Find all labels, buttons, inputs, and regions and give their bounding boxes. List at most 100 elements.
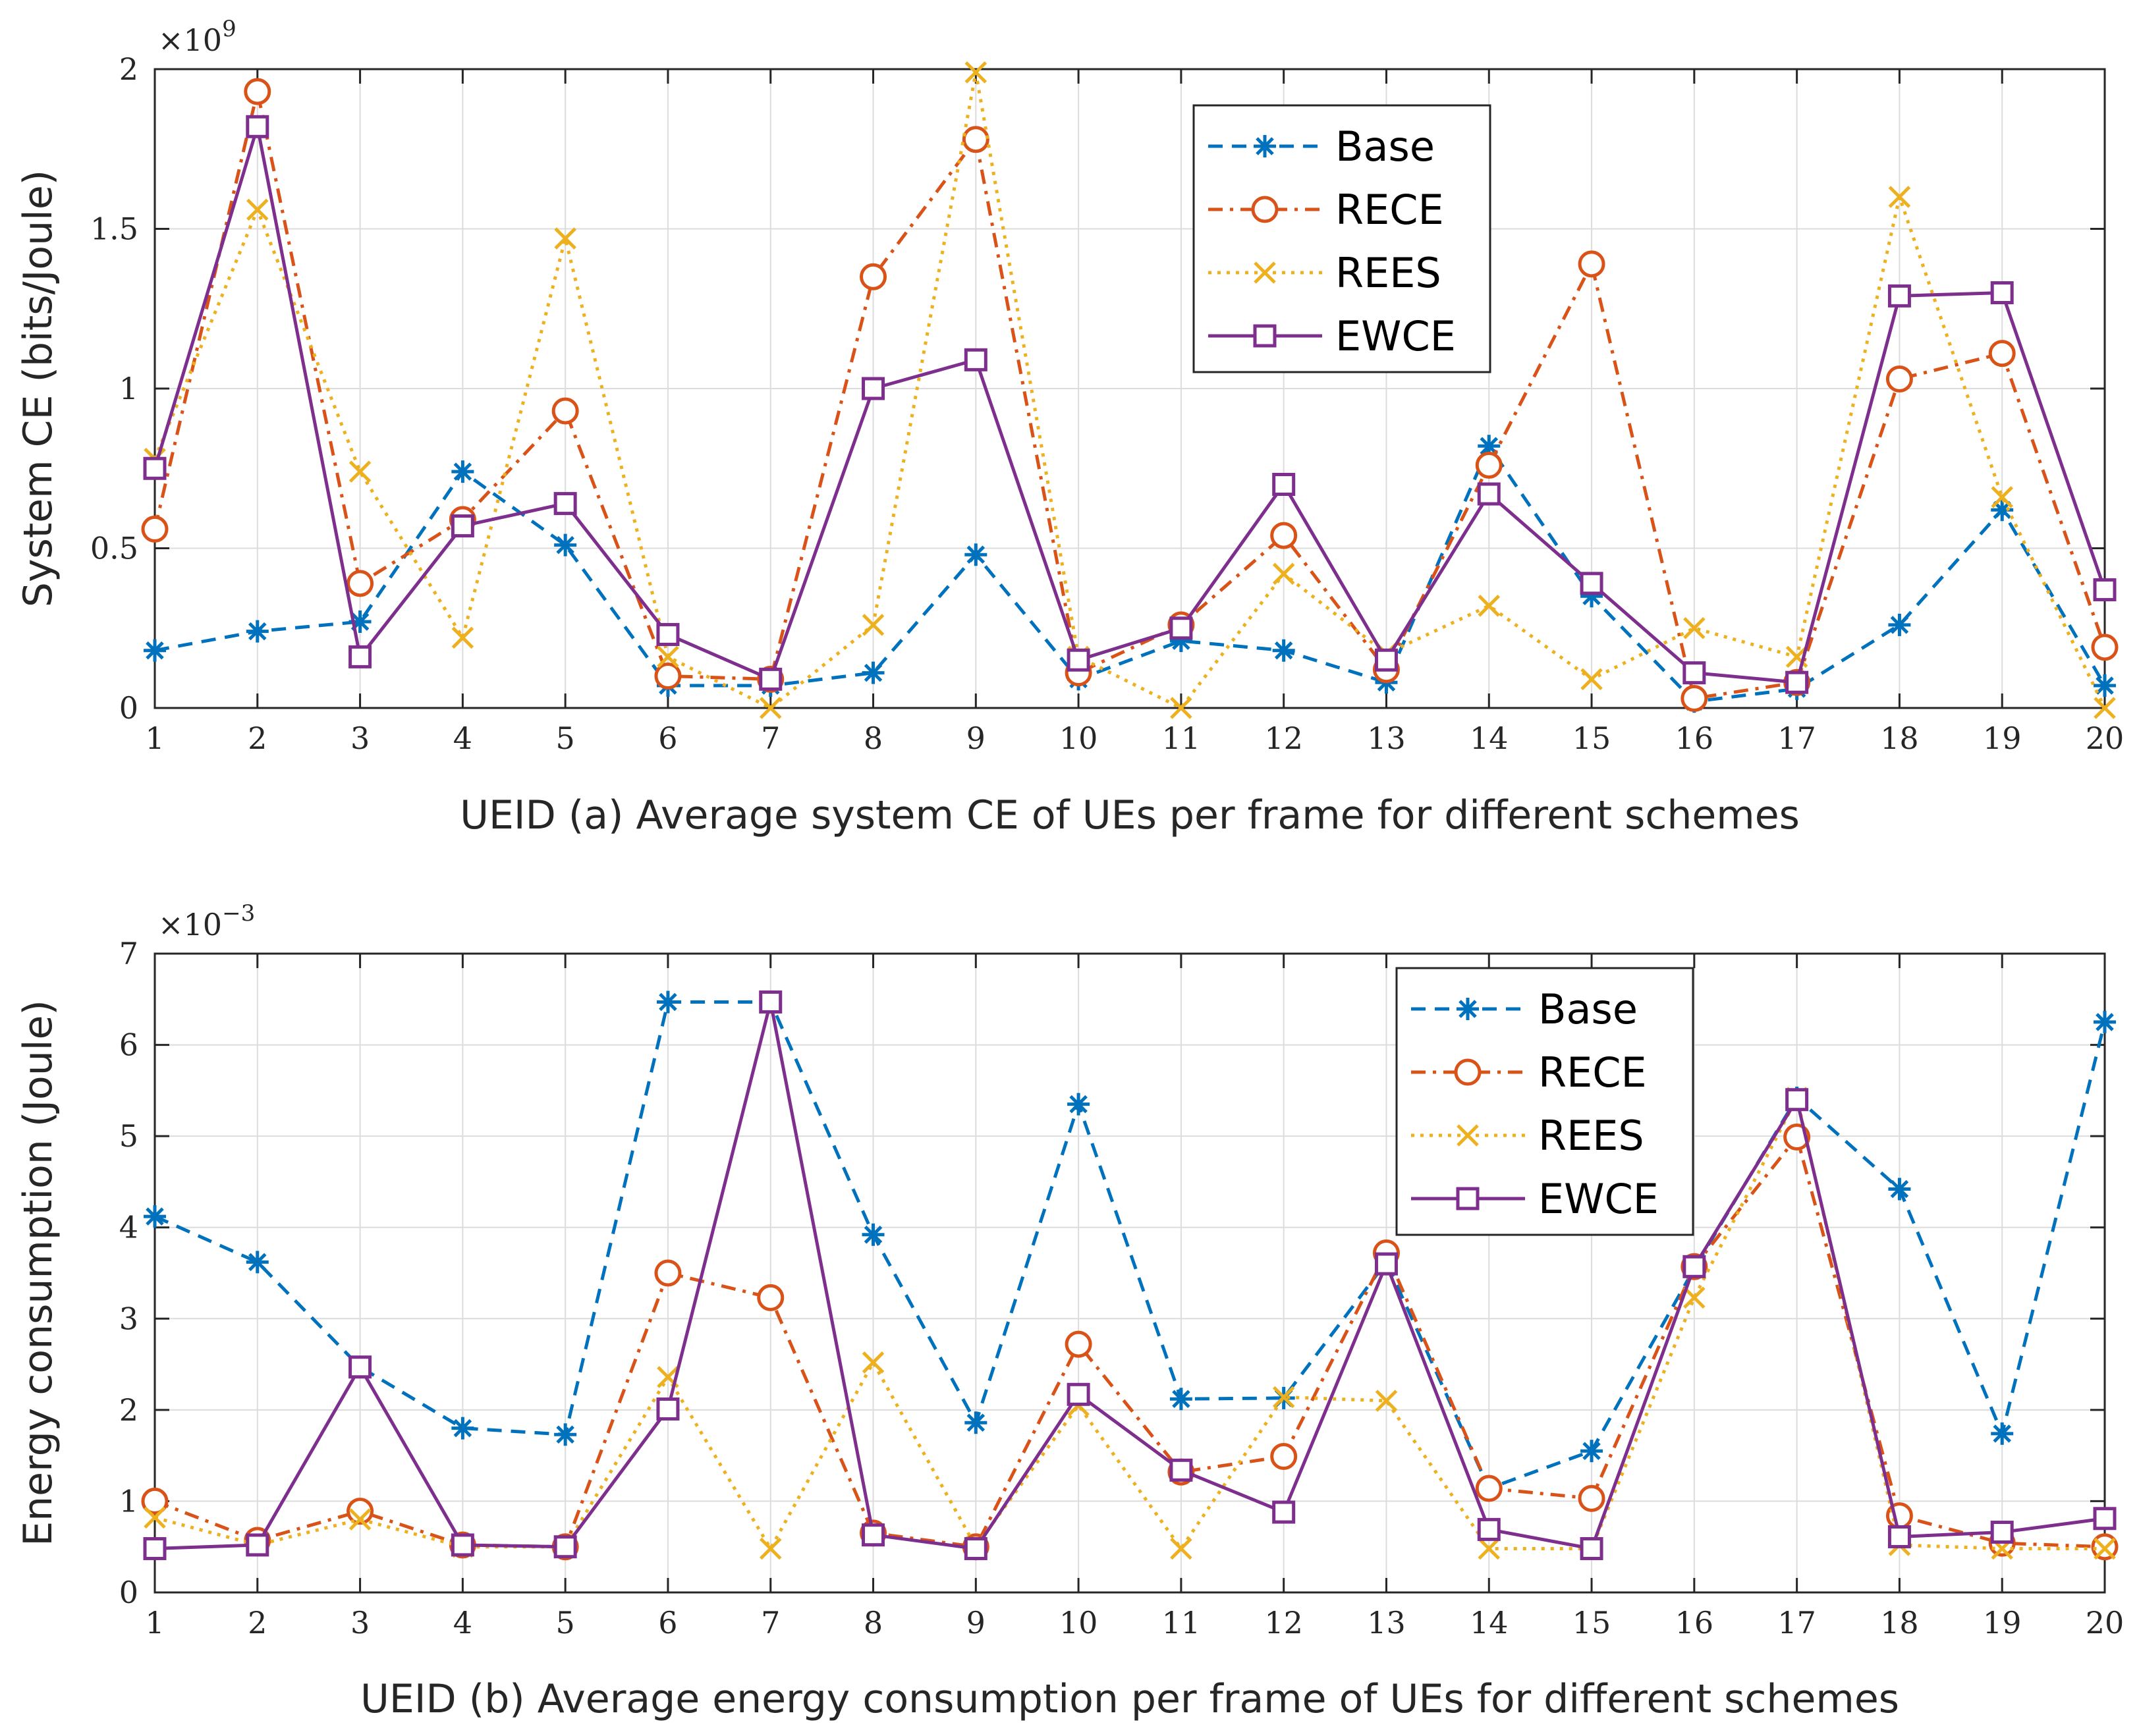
x-tick-label: 3 (350, 1605, 370, 1641)
data-point-ewce (143, 456, 167, 480)
data-point-ewce (348, 645, 372, 668)
y-exponent-power: 9 (222, 16, 236, 42)
data-point-base (451, 460, 474, 483)
x-tick-label: 19 (1983, 1605, 2022, 1641)
x-tick-label: 8 (864, 1605, 883, 1641)
data-point-ewce (553, 1535, 577, 1559)
data-point-ewce (143, 1536, 167, 1560)
y-exponent-power: −3 (222, 900, 255, 927)
data-point-base (246, 620, 269, 643)
y-tick-label: 5 (119, 1118, 138, 1154)
legend: Base RECE REES EWCE (1395, 967, 1694, 1236)
data-point-ewce (656, 1397, 680, 1421)
data-point-rees (1478, 1537, 1501, 1560)
data-point-ewce (1067, 648, 1090, 672)
x-tick-label: 14 (1470, 1605, 1509, 1641)
y-tick-label: 6 (119, 1027, 138, 1063)
x-tick-label: 10 (1059, 1605, 1098, 1641)
data-point-ewce (2093, 1507, 2117, 1531)
x-tick-label: 4 (453, 720, 472, 756)
data-point-ewce (759, 667, 783, 691)
x-tick-label: 13 (1367, 1605, 1406, 1641)
x-tick-label: 20 (2086, 1605, 2125, 1641)
data-point-base (348, 610, 372, 634)
series-line-rees (153, 70, 2107, 710)
data-point-ewce (656, 622, 680, 646)
data-point-rees (1991, 486, 2013, 508)
data-point-base (1169, 630, 1192, 653)
x-tick-label: 6 (658, 1605, 677, 1641)
data-point-rees (1170, 697, 1192, 719)
x-tick-label: 20 (2086, 720, 2125, 756)
legend-label: REES (1335, 249, 1441, 297)
legend-label: Base (1538, 985, 1638, 1033)
y-tick-label: 7 (119, 936, 138, 971)
x-tick-label: 11 (1162, 720, 1201, 756)
x-tick-label: 2 (248, 720, 267, 756)
y-axis-label: System CE (bits/Joule) (15, 170, 61, 607)
data-point-rece (2091, 634, 2119, 661)
y-tick-label: 0 (119, 690, 138, 726)
x-tick-label: 4 (453, 1605, 472, 1641)
x-tick-label: 1 (145, 1605, 164, 1641)
x-tick-label: 17 (1777, 720, 1816, 756)
data-point-base (1888, 613, 1911, 636)
axes-box (153, 952, 2106, 1594)
data-point-base (1991, 1422, 2014, 1445)
data-point-ewce (1887, 284, 1911, 308)
x-tick-label: 3 (350, 720, 370, 756)
data-point-ewce (2093, 578, 2117, 602)
legend-label: REES (1538, 1112, 1644, 1160)
data-point-ewce (1272, 1500, 1296, 1524)
data-point-base (554, 533, 577, 556)
x-tick-label: 5 (556, 720, 575, 756)
y-tick-label: 2 (119, 51, 138, 87)
legend-marker (1457, 1124, 1479, 1147)
x-tick-label: 9 (966, 1605, 986, 1641)
data-point-rees (1888, 186, 1911, 208)
data-point-rees (759, 1537, 782, 1560)
data-point-rece (654, 1259, 682, 1287)
chart-panel-a: 1 2 3 4 5 6 7 8 9 10 11 12 13 14 15 16 17 18 19 2000.511.52… (15, 16, 2124, 838)
data-point-base (144, 639, 166, 662)
data-point-rece (1885, 365, 1913, 393)
y-exponent-label: ×10−3 (158, 900, 255, 942)
data-point-ewce (246, 115, 269, 138)
legend: Base RECE REES EWCE (1192, 104, 1491, 373)
data-point-ewce (1477, 1517, 1501, 1541)
data-point-rece (244, 78, 271, 105)
legend-box (1395, 967, 1694, 1236)
y-exponent-base: ×10 (158, 22, 222, 58)
data-point-rees (862, 614, 885, 636)
data-point-base (862, 1223, 885, 1246)
data-point-rece (757, 1284, 785, 1311)
x-tick-label: 10 (1059, 720, 1098, 756)
data-point-rece (551, 397, 579, 425)
data-point-ewce (1580, 572, 1603, 595)
x-tick-label: 7 (761, 1605, 780, 1641)
data-point-rece (1475, 451, 1503, 479)
data-point-base (2094, 1010, 2116, 1033)
data-point-rees (1478, 595, 1501, 617)
data-point-base (2094, 674, 2116, 697)
data-point-rees (2094, 697, 2116, 719)
series-ewce (143, 115, 2117, 694)
y-tick-label: 1 (119, 1483, 138, 1519)
x-tick-label: 5 (556, 1605, 575, 1641)
data-point-ewce (1887, 1525, 1911, 1548)
data-point-ewce (1682, 1255, 1706, 1278)
data-point-base (1888, 1178, 1911, 1201)
data-point-ewce (451, 1533, 474, 1557)
data-point-rece (347, 1498, 374, 1525)
x-tick-label: 17 (1777, 1605, 1816, 1641)
legend-label: RECE (1335, 186, 1444, 234)
legend-label: Base (1335, 122, 1435, 171)
data-point-rees (1683, 1286, 1706, 1309)
x-tick-label: 2 (248, 1605, 267, 1641)
data-point-base (1580, 585, 1603, 608)
data-point-rees (451, 626, 474, 649)
data-point-rece (962, 126, 989, 153)
data-point-ewce (1374, 648, 1398, 672)
legend-label: EWCE (1538, 1175, 1659, 1223)
data-point-base (1991, 499, 2014, 522)
